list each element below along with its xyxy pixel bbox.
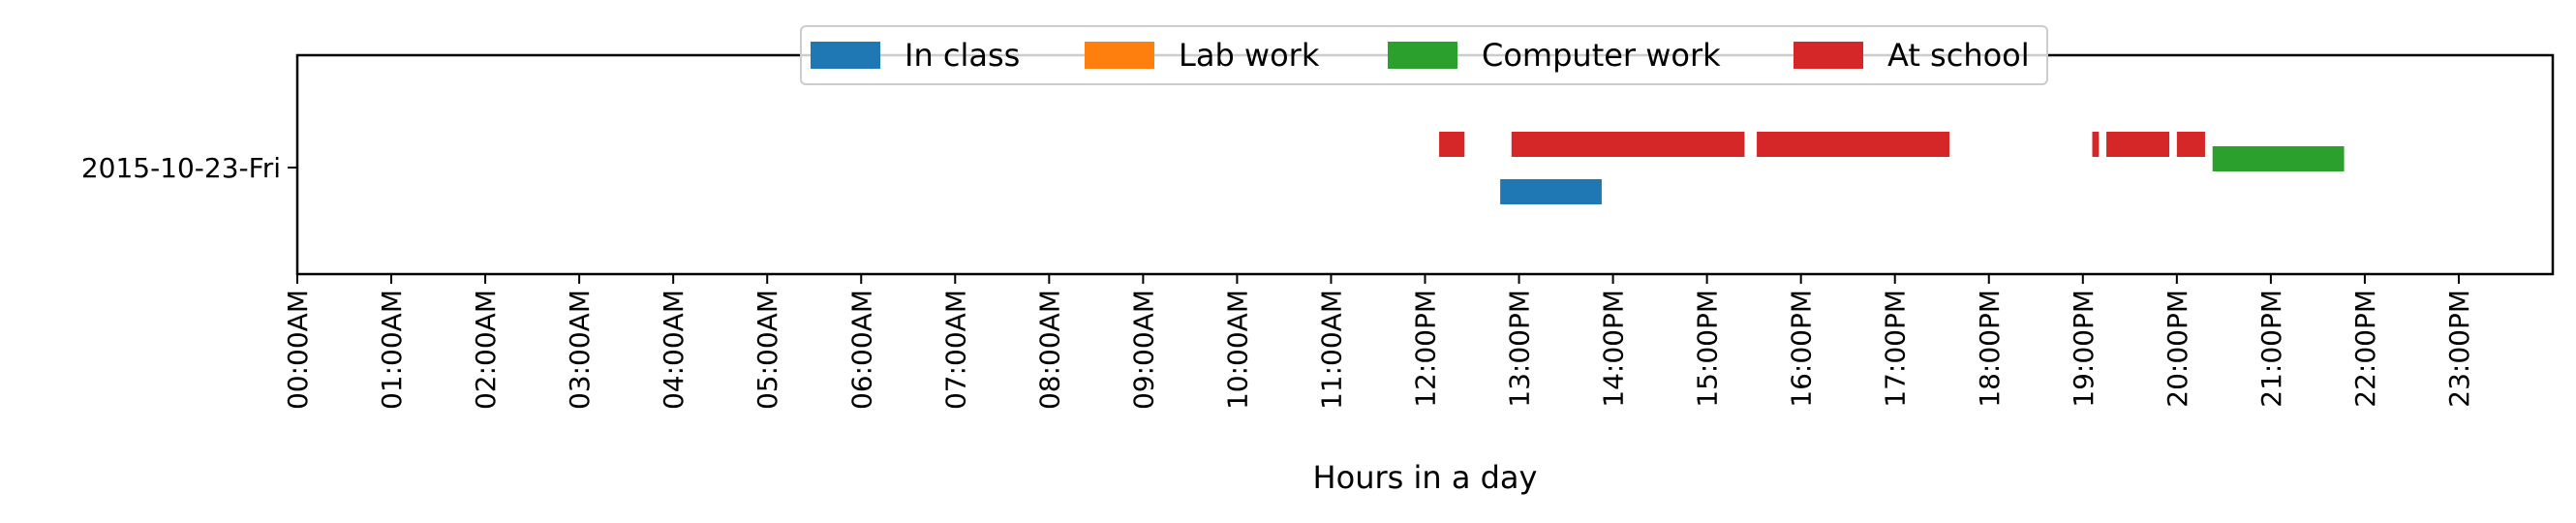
x-tick-label: 05:00AM: [751, 290, 783, 410]
x-tick-label: 11:00AM: [1315, 290, 1347, 410]
x-tick-label: 08:00AM: [1033, 290, 1065, 410]
x-tick-label: 13:00PM: [1504, 290, 1536, 408]
in-class-bar: [1500, 179, 1602, 204]
computer-work-bar: [2212, 146, 2345, 171]
x-tick-label: 17:00PM: [1880, 290, 1912, 408]
at-school-bar: [2106, 132, 2170, 157]
x-tick-label: 19:00PM: [2068, 290, 2100, 408]
x-tick-label: 21:00PM: [2255, 290, 2287, 408]
x-tick-label: 15:00PM: [1692, 290, 1724, 408]
computer-work-legend-label: Computer work: [1482, 37, 1721, 74]
x-tick-label: 20:00PM: [2162, 290, 2193, 408]
legend: In class Lab work Computer work At school: [800, 25, 2048, 85]
activity-bars: [1439, 132, 2345, 204]
x-tick-label: 00:00AM: [282, 290, 314, 410]
x-tick-label: 07:00AM: [939, 290, 971, 410]
x-tick-label: 10:00AM: [1221, 290, 1253, 410]
at-school-legend-swatch: [1794, 42, 1863, 69]
x-tick-label: 02:00AM: [470, 290, 502, 410]
x-tick-label: 09:00AM: [1127, 290, 1159, 410]
y-axis-ticks: 2015-10-23-Fri: [81, 152, 297, 184]
at-school-bar: [1439, 132, 1465, 157]
x-tick-label: 06:00AM: [845, 290, 877, 410]
at-school-bar: [1757, 132, 1949, 157]
x-tick-label: 16:00PM: [1786, 290, 1818, 408]
y-tick-label: 2015-10-23-Fri: [81, 152, 281, 184]
in-class-legend-swatch: [811, 42, 880, 69]
computer-work-legend-swatch: [1388, 42, 1457, 69]
x-tick-label: 12:00PM: [1410, 290, 1442, 408]
x-axis-ticks: 00:00AM 01:00AM 02:00AM 03:00AM 04:00AM 05:00…: [282, 274, 2475, 410]
x-tick-label: 14:00PM: [1598, 290, 1630, 408]
x-tick-label: 22:00PM: [2349, 290, 2381, 408]
x-tick-label: 04:00AM: [658, 290, 690, 410]
at-school-legend-label: At school: [1887, 37, 2030, 74]
x-axis-title: Hours in a day: [1313, 459, 1538, 496]
at-school-bar: [2176, 132, 2205, 157]
at-school-bar: [1511, 132, 1745, 157]
x-tick-label: 23:00PM: [2443, 290, 2475, 408]
lab-work-legend-label: Lab work: [1179, 37, 1320, 74]
in-class-legend-label: In class: [905, 37, 1020, 74]
x-tick-label: 18:00PM: [1974, 290, 2006, 408]
lab-work-legend-swatch: [1085, 42, 1154, 69]
at-school-bar: [2092, 132, 2100, 157]
x-tick-label: 01:00AM: [376, 290, 408, 410]
x-tick-label: 03:00AM: [564, 290, 596, 410]
